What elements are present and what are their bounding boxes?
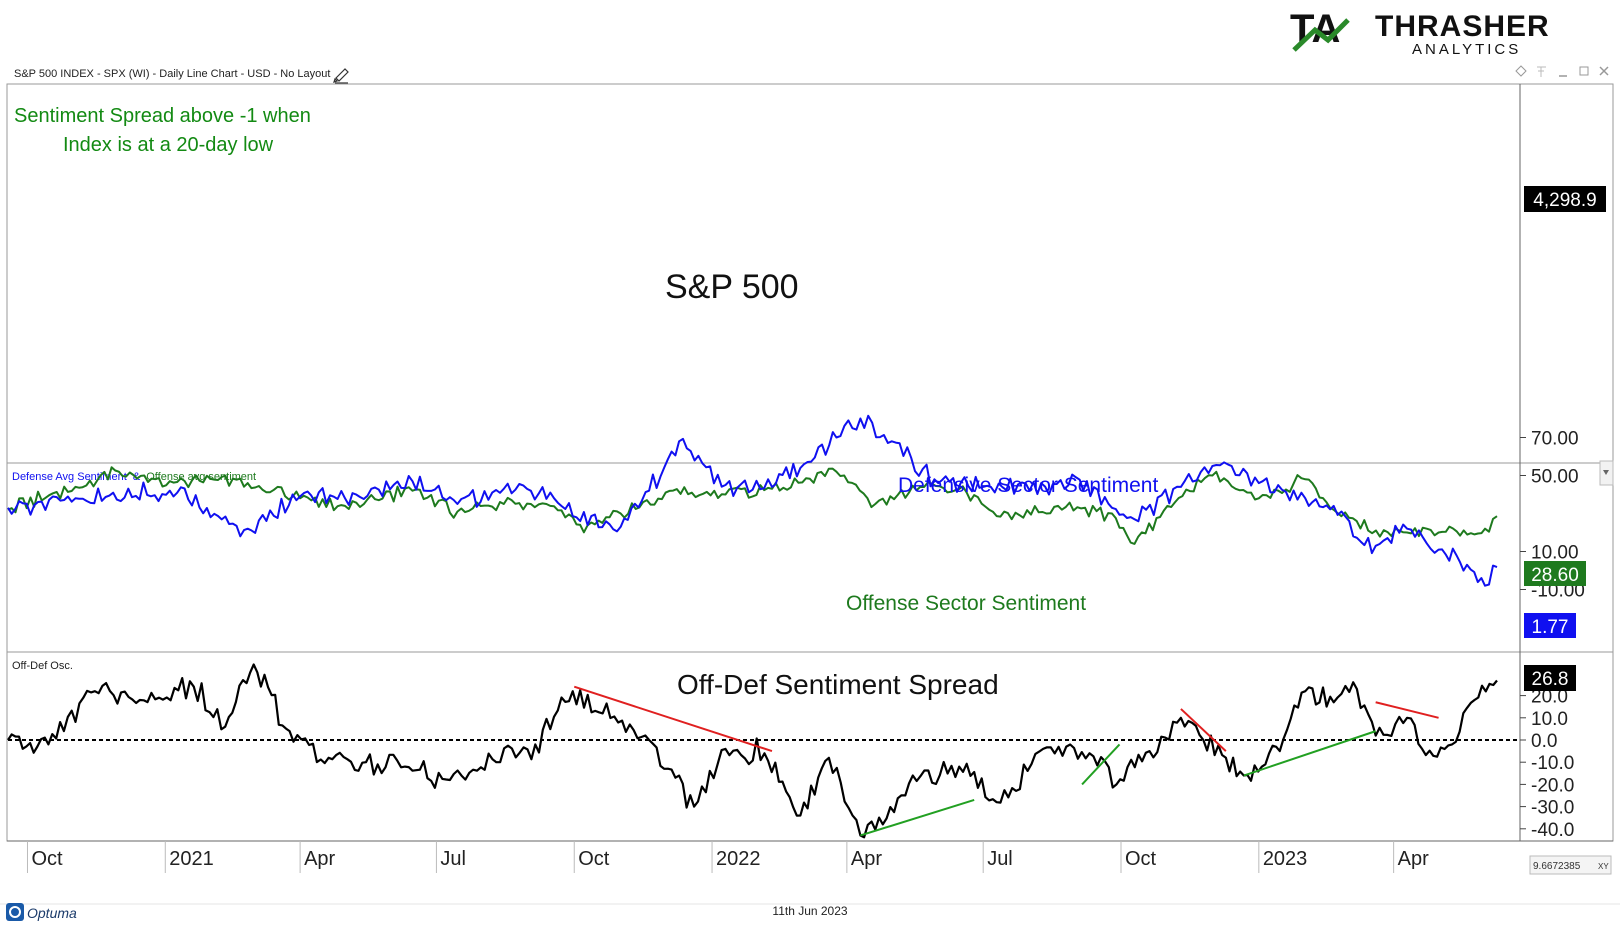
osc-tick-label: 0.0 — [1531, 731, 1557, 752]
osc-last-value: 26.8 — [1532, 669, 1569, 690]
xy-label: XY — [1598, 862, 1609, 871]
offense-last-value: 28.60 — [1531, 565, 1579, 586]
pin-icon[interactable] — [1537, 66, 1546, 77]
diamond-icon[interactable] — [1515, 65, 1527, 77]
osc-tick-label: -40.0 — [1531, 820, 1574, 841]
title-amp: & — [133, 471, 141, 483]
green-trendline — [860, 798, 975, 837]
sentiment-tick-label: 50.00 — [1531, 467, 1579, 488]
pencil-icon[interactable] — [333, 68, 349, 84]
x-tick-label: Oct — [1125, 848, 1157, 870]
chart-title: S&P 500 INDEX - SPX (WI) - Daily Line Ch… — [14, 68, 330, 80]
price-panel-title: S&P 500 — [665, 268, 799, 306]
brand-sub-text: ANALYTICS — [1412, 41, 1521, 58]
osc-line — [7, 663, 1498, 839]
x-tick-label: Apr — [851, 848, 882, 870]
price-last-value: 4,298.9 — [1533, 190, 1596, 211]
x-tick-label: 2021 — [169, 848, 214, 870]
sentiment-tick-label: 70.00 — [1531, 429, 1579, 450]
offense-sentiment-line — [7, 466, 1498, 545]
close-icon[interactable] — [1599, 66, 1609, 76]
osc-panel-title: Off-Def Osc. — [12, 660, 73, 672]
defense-last-value: 1.77 — [1532, 617, 1569, 638]
osc-tick-label: -10.0 — [1531, 753, 1574, 774]
red-trendline — [1180, 708, 1227, 752]
osc-tick-label: -30.0 — [1531, 798, 1574, 819]
defensive-sentiment-line — [7, 414, 1498, 587]
x-tick-label: 2023 — [1263, 848, 1308, 870]
osc-tick-label: 10.0 — [1531, 709, 1568, 730]
scale-box[interactable]: 9.6672385 XY — [1529, 855, 1612, 875]
x-tick-label: Oct — [578, 848, 610, 870]
defensive-label: Defensive Sector Sentiment — [898, 474, 1158, 497]
restore-icon[interactable] — [1579, 66, 1589, 76]
offense-title: Offense avg sentiment — [146, 471, 256, 483]
x-tick-label: Oct — [31, 848, 63, 870]
annotation-line-2: Index is at a 20-day low — [63, 134, 274, 156]
price-last-badge: 4,298.9 — [1524, 186, 1606, 212]
annotation-line-1: Sentiment Spread above -1 when — [14, 105, 311, 127]
x-tick-label: 2022 — [716, 848, 761, 870]
osc-label: Off-Def Sentiment Spread — [677, 669, 999, 700]
osc-tick-label: 20.0 — [1531, 687, 1568, 708]
offense-last-badge: 28.60 — [1524, 561, 1586, 586]
green-trendline — [1243, 730, 1376, 777]
scale-value: 9.6672385 — [1533, 861, 1581, 872]
window-controls — [1515, 65, 1609, 77]
red-trendline — [1375, 701, 1439, 719]
chevron-down-icon[interactable] — [1603, 470, 1609, 475]
defense-last-badge: 1.77 — [1524, 613, 1576, 638]
osc-last-badge: 26.8 — [1524, 665, 1576, 691]
x-tick-label: Apr — [304, 848, 335, 870]
x-tick-label: Jul — [987, 848, 1013, 870]
footer-date: 11th Jun 2023 — [772, 904, 848, 918]
red-trendline — [573, 685, 773, 753]
x-tick-label: Apr — [1398, 848, 1429, 870]
green-trendline — [1081, 743, 1121, 786]
offense-label: Offense Sector Sentiment — [846, 592, 1086, 615]
optuma-logo: Optuma — [6, 903, 77, 921]
thrasher-analytics-logo: TA THRASHER ANALYTICS — [1290, 7, 1550, 58]
x-tick-label: Jul — [440, 848, 466, 870]
sentiment-tick-label: 10.00 — [1531, 543, 1579, 564]
osc-tick-label: -20.0 — [1531, 775, 1574, 796]
optuma-logo-text: Optuma — [27, 905, 77, 921]
brand-name-text: THRASHER — [1375, 10, 1550, 43]
